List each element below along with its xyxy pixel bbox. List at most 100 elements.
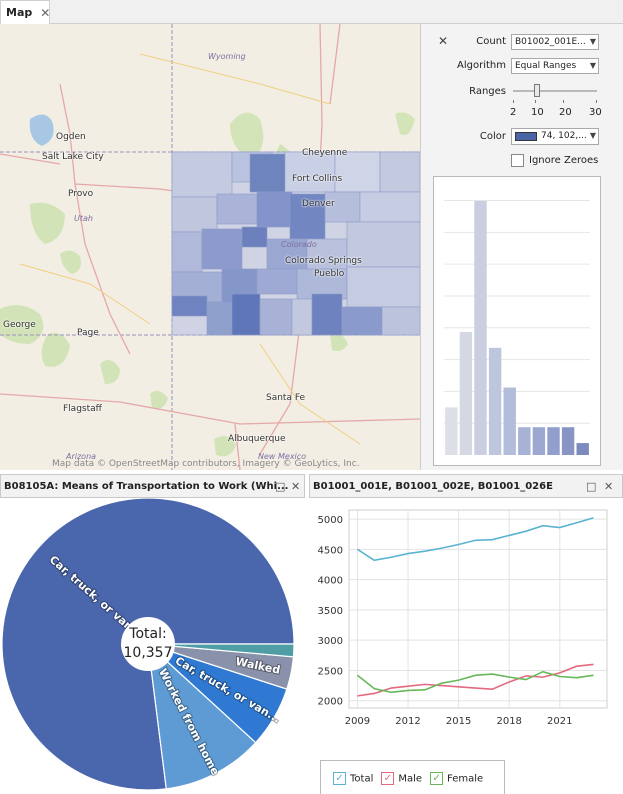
ranges-tick-label: 10	[531, 107, 544, 118]
x-tick-label: 2009	[345, 716, 370, 727]
close-icon[interactable]: ✕	[40, 5, 51, 20]
algorithm-dropdown[interactable]: Equal Ranges ▼	[511, 58, 599, 74]
ranges-tick-label: 30	[589, 107, 602, 118]
ranges-slider-thumb[interactable]	[534, 84, 540, 97]
map-attribution: Map data © OpenStreetMap contributors, I…	[52, 459, 360, 469]
tab-map[interactable]: Map ✕	[0, 0, 50, 24]
close-icon[interactable]: ✕	[438, 34, 449, 48]
document-tab-strip	[0, 0, 623, 24]
map-label-city: Page	[77, 328, 99, 338]
map-label-city: Cheyenne	[302, 148, 348, 158]
x-tick-label: 2018	[496, 716, 521, 727]
y-tick-label: 5000	[318, 515, 343, 526]
line-chart-pane: 2000 2500 3000 3500 4000 4500 5000 2009 2012 2015…	[309, 498, 623, 794]
maximize-icon[interactable]: □	[586, 479, 597, 493]
histogram-bar	[561, 427, 575, 455]
ranges-tick-label: 20	[559, 107, 572, 118]
count-value: B01002_001E...	[515, 37, 586, 47]
color-dropdown[interactable]: 74, 102,... ▼	[511, 128, 599, 145]
map-view[interactable]: Wyoming Utah Colorado Arizona New Mexico…	[0, 24, 421, 470]
map-label-state: Arizona	[66, 452, 97, 461]
chevron-down-icon: ▼	[589, 61, 596, 70]
pie-pane-header: B08105A: Means of Transportation to Work…	[0, 474, 305, 498]
pie-chart-pane: Car, truck, or van... Worked from home Car…	[0, 498, 305, 794]
y-tick-label: 4000	[318, 576, 343, 587]
y-tick-label: 3000	[318, 636, 343, 647]
x-tick-label: 2021	[547, 716, 572, 727]
x-tick-label: 2012	[395, 716, 420, 727]
histogram-bar	[576, 443, 589, 455]
pie-pane-title: B08105A: Means of Transportation to Work…	[4, 480, 289, 492]
line-pane-header: B01001_001E, B01001_002E, B01001_026E □ …	[309, 474, 623, 498]
histogram-bar	[474, 201, 487, 455]
map-label-city: Provo	[68, 189, 94, 199]
map-canvas[interactable]	[0, 24, 421, 470]
histogram-panel	[433, 176, 601, 466]
pie-chart: Car, truck, or van...Worked from homeCar…	[1, 498, 295, 791]
checkbox-checked-icon[interactable]: ✓	[333, 771, 346, 785]
close-icon[interactable]: ✕	[291, 479, 301, 493]
tab-map-label: Map	[6, 6, 33, 19]
legend-item-male[interactable]: ✓ Male	[381, 771, 422, 785]
algorithm-label: Algorithm	[457, 60, 506, 71]
map-label-state: Wyoming	[208, 52, 246, 61]
pie-center-value: 10,357	[124, 645, 173, 661]
ranges-slider-track[interactable]	[513, 90, 597, 92]
ranges-tick-label: 2	[510, 107, 517, 118]
color-value: 74, 102,...	[541, 131, 587, 141]
legend-item-female[interactable]: ✓ Female	[430, 771, 484, 785]
map-label-city: Colorado Springs	[285, 256, 362, 266]
y-tick-label: 4500	[318, 545, 343, 556]
ranges-ticks	[513, 100, 597, 104]
map-label-city: Pueblo	[314, 269, 345, 279]
count-dropdown[interactable]: B01002_001E... ▼	[511, 34, 599, 50]
pie-slice[interactable]	[147, 642, 257, 790]
pie-slice[interactable]	[147, 643, 295, 658]
count-label: Count	[476, 36, 506, 47]
map-label-city: Fort Collins	[292, 174, 343, 184]
ignore-zeroes-label: Ignore Zeroes	[529, 155, 599, 166]
y-tick-label: 2500	[318, 666, 343, 677]
pie-center-circle	[121, 617, 175, 671]
line-chart-legend: ✓ Total ✓ Male ✓ Female	[320, 760, 505, 794]
map-label-state: New Mexico	[258, 452, 307, 461]
map-label-city: Salt Lake City	[42, 152, 104, 162]
pie-center-label: Total:	[128, 626, 166, 642]
histogram-bar	[518, 427, 531, 455]
legend-label: Female	[447, 773, 484, 784]
histogram-bar	[532, 427, 546, 455]
series-line-total[interactable]	[356, 517, 594, 562]
series-line-female[interactable]	[356, 670, 594, 694]
map-label-city: Ogden	[56, 132, 86, 142]
histogram-bar	[445, 407, 458, 455]
ranges-label: Ranges	[469, 86, 506, 97]
histogram-bar	[459, 331, 473, 455]
histogram-bar	[547, 427, 560, 455]
histogram-chart	[444, 200, 590, 455]
map-label-city: Albuquerque	[228, 434, 286, 444]
map-label-state: Colorado	[281, 240, 317, 249]
legend-item-total[interactable]: ✓ Total	[333, 771, 374, 785]
line-pane-title: B01001_001E, B01001_002E, B01001_026E	[313, 480, 553, 492]
algorithm-value: Equal Ranges	[515, 61, 577, 71]
color-label: Color	[479, 131, 506, 142]
checkbox-checked-icon[interactable]: ✓	[381, 771, 395, 785]
color-swatch	[515, 132, 537, 141]
x-tick-label: 2015	[446, 716, 471, 727]
maximize-icon[interactable]: □	[275, 479, 286, 493]
checkbox-checked-icon[interactable]: ✓	[430, 771, 444, 785]
map-label-city: Denver	[302, 199, 335, 209]
y-tick-label: 2000	[318, 697, 343, 708]
ignore-zeroes-checkbox[interactable]	[511, 154, 524, 167]
legend-label: Total	[350, 773, 374, 784]
chevron-down-icon: ▼	[589, 131, 596, 140]
histogram-bar	[488, 347, 502, 455]
close-icon[interactable]: ✕	[604, 479, 614, 493]
line-chart: 2000 2500 3000 3500 4000 4500 5000 2009 2012 2015…	[318, 509, 608, 727]
choropleth-settings-panel: ✕ Count B01002_001E... ▼ Algorithm Equal…	[421, 24, 623, 470]
histogram-bar	[503, 387, 516, 455]
chevron-down-icon: ▼	[589, 37, 596, 46]
map-label-city: Flagstaff	[63, 404, 102, 414]
map-label-state: Utah	[74, 214, 93, 223]
map-label-city: George	[3, 320, 36, 330]
